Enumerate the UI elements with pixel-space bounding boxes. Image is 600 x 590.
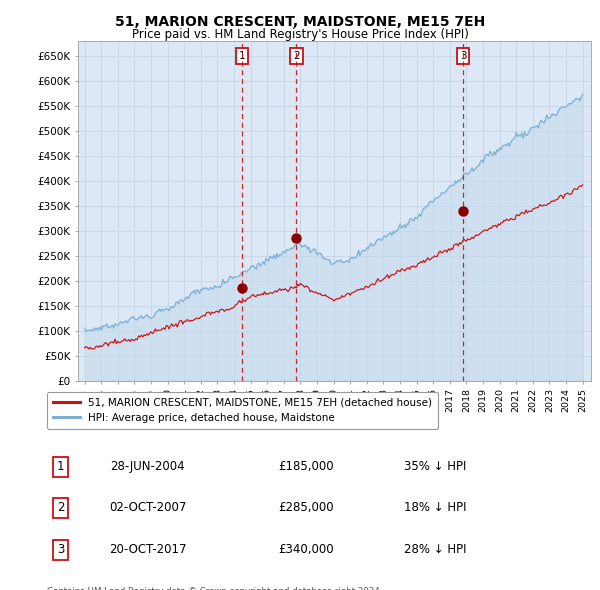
- Text: 51, MARION CRESCENT, MAIDSTONE, ME15 7EH: 51, MARION CRESCENT, MAIDSTONE, ME15 7EH: [115, 15, 485, 29]
- Text: Contains HM Land Registry data © Crown copyright and database right 2024.: Contains HM Land Registry data © Crown c…: [47, 587, 383, 590]
- Text: 18% ↓ HPI: 18% ↓ HPI: [404, 502, 467, 514]
- Text: 02-OCT-2007: 02-OCT-2007: [109, 502, 186, 514]
- Text: 2: 2: [293, 51, 299, 61]
- Text: 2: 2: [57, 502, 64, 514]
- Text: 3: 3: [460, 51, 466, 61]
- Text: 28-JUN-2004: 28-JUN-2004: [110, 460, 185, 474]
- Text: £285,000: £285,000: [278, 502, 334, 514]
- Text: 1: 1: [57, 460, 64, 474]
- Text: 3: 3: [57, 543, 64, 556]
- Text: £340,000: £340,000: [278, 543, 334, 556]
- Text: 1: 1: [239, 51, 245, 61]
- Text: 20-OCT-2017: 20-OCT-2017: [109, 543, 187, 556]
- Text: £185,000: £185,000: [278, 460, 334, 474]
- Text: 35% ↓ HPI: 35% ↓ HPI: [404, 460, 467, 474]
- Legend: 51, MARION CRESCENT, MAIDSTONE, ME15 7EH (detached house), HPI: Average price, d: 51, MARION CRESCENT, MAIDSTONE, ME15 7EH…: [47, 392, 438, 430]
- Text: 28% ↓ HPI: 28% ↓ HPI: [404, 543, 467, 556]
- Text: Price paid vs. HM Land Registry's House Price Index (HPI): Price paid vs. HM Land Registry's House …: [131, 28, 469, 41]
